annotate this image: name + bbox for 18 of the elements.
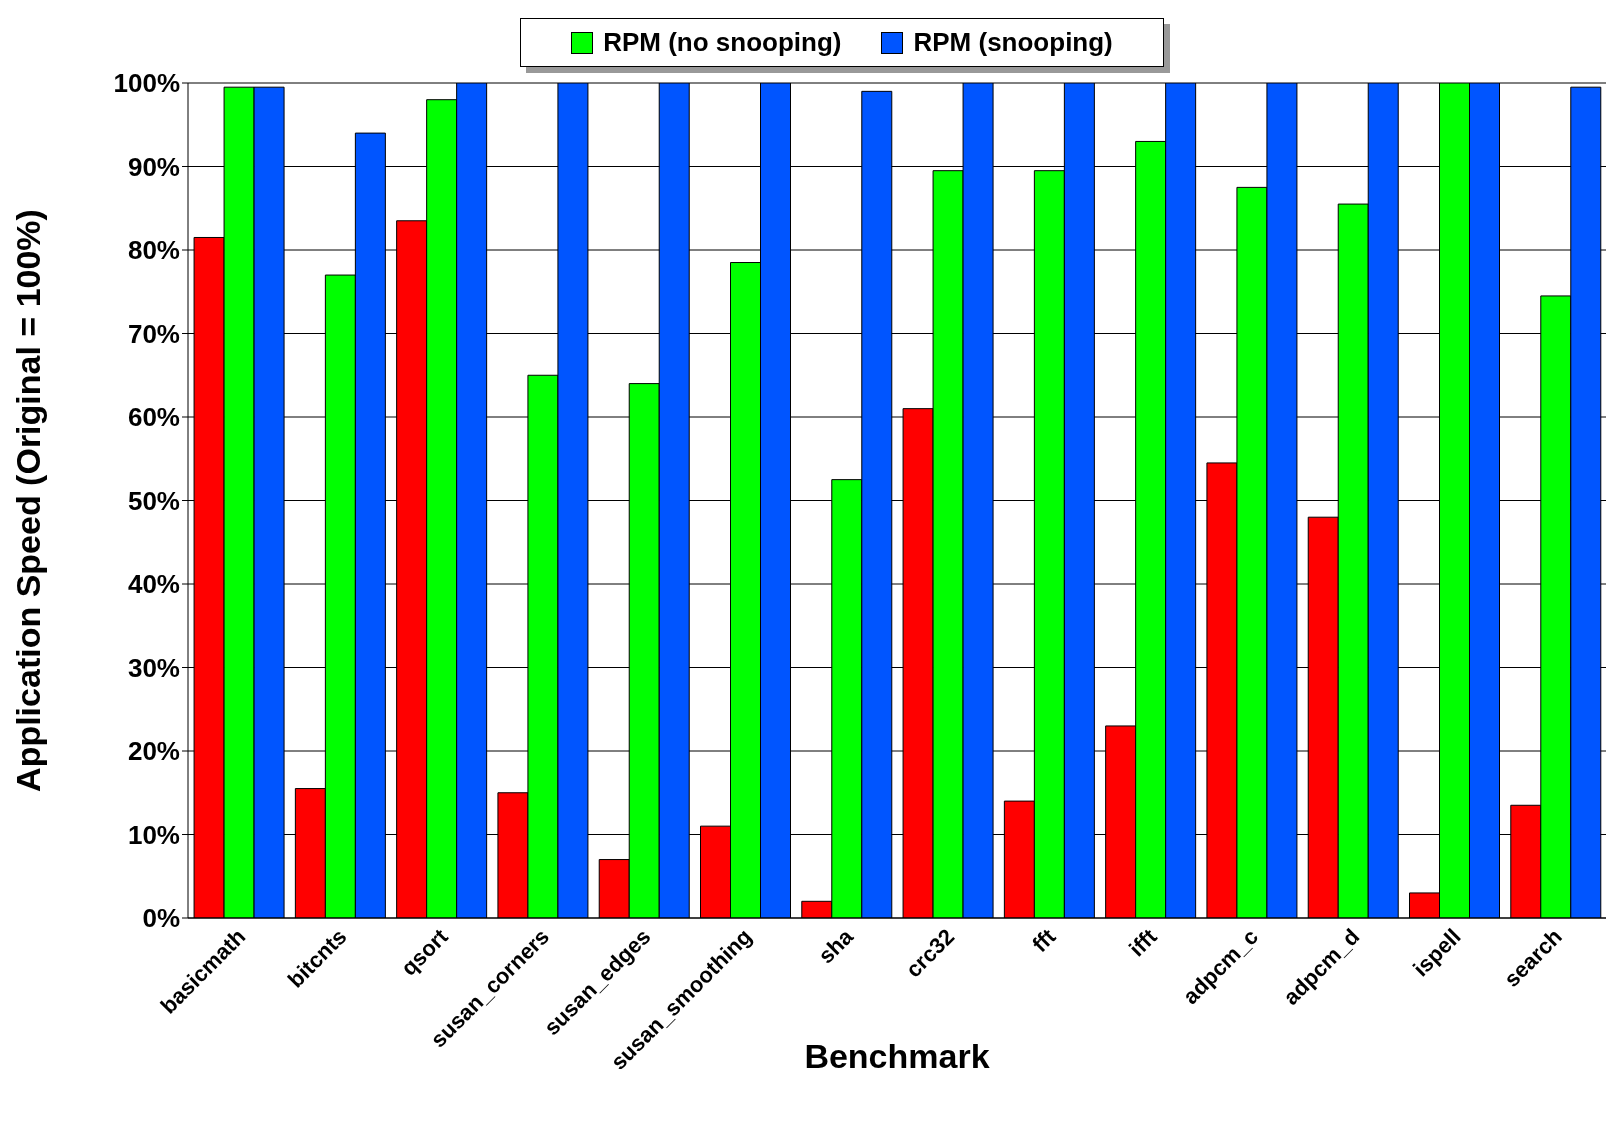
y-tick-label: 100% <box>113 68 180 99</box>
x-axis-title: Benchmark <box>804 1037 990 1075</box>
legend-label: RPM (no snooping) <box>602 27 842 58</box>
y-tick-label: 60% <box>127 402 180 433</box>
y-tick-label: 90% <box>127 151 180 182</box>
y-tick-label: 70% <box>127 318 180 349</box>
y-axis-title: Application Speed (Original = 100%) <box>9 209 48 792</box>
x-tick-label: ifft <box>1124 923 1163 962</box>
y-tick-label: 50% <box>127 485 180 516</box>
y-tick-label: 10% <box>127 819 180 850</box>
legend-label: RPM (snooping) <box>912 27 1113 58</box>
x-tick-label: sha <box>813 923 859 969</box>
y-tick-label: 30% <box>127 652 180 683</box>
y-tick-label: 20% <box>127 736 180 767</box>
y-tick-label: 0% <box>142 903 180 934</box>
y-tick-label: 80% <box>127 235 180 266</box>
y-tick-label: 40% <box>127 569 180 600</box>
x-tick-label: fft <box>1027 923 1061 958</box>
